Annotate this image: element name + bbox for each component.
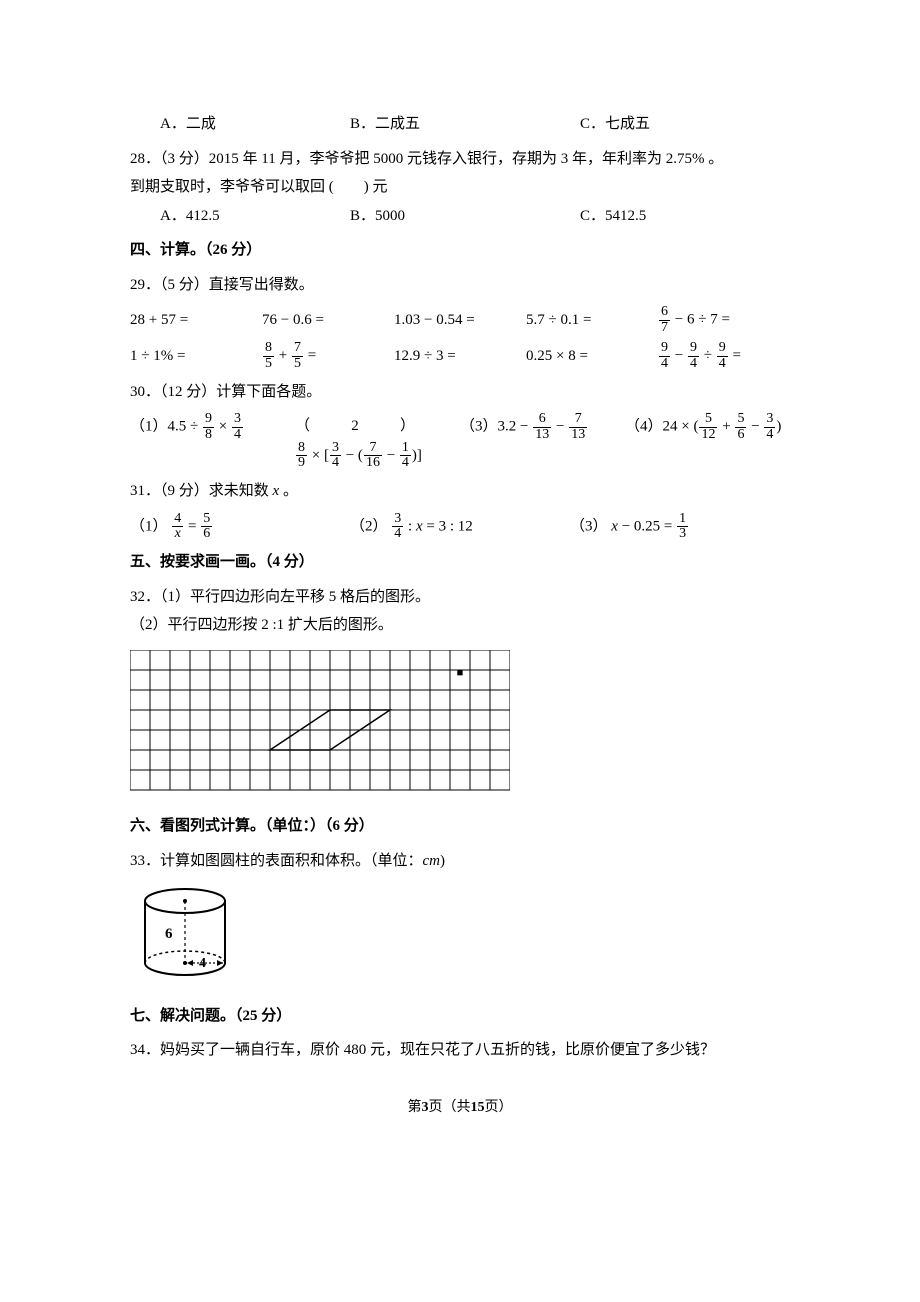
frac: 94 (717, 341, 728, 371)
q29-row2: 1 ÷ 1% = 85 + 75 = 12.9 ÷ 3 = 0.25 × 8 =… (130, 341, 790, 371)
q27-options: A．二成 B．二成五 C．七成五 (130, 110, 790, 139)
q33: 33．计算如图圆柱的表面积和体积。（单位：cm) 64 (130, 847, 790, 994)
q27-opt-a: A．二成 (160, 110, 350, 139)
q29-r2-c1: 1 ÷ 1% = (130, 342, 262, 371)
frac: 34 (764, 412, 775, 442)
q29-r1-c3: 1.03 − 0.54 = (394, 306, 526, 335)
q31-row: （1） 4x = 56 （2） 34 : x = 3 : 12 （3） x − … (130, 512, 790, 542)
q29-stem: 29．（5 分）直接写出得数。 (130, 271, 790, 300)
q32-line1: 32．（1）平行四边形向左平移 5 格后的图形。 (130, 583, 790, 612)
q28-options: A．412.5 B．5000 C．5412.5 (130, 202, 790, 231)
frac: 34 (330, 441, 341, 471)
q29: 29．（5 分）直接写出得数。 28 + 57 = 76 − 0.6 = 1.0… (130, 271, 790, 372)
q30-p2: （ 2 ） 89 × [34 − (716 − 14)] (295, 412, 460, 471)
q29-r1-c5: 67 − 6 ÷ 7 = (658, 305, 790, 335)
q30-p2-top: （ 2 ） (295, 412, 415, 441)
q29-r1-c2: 76 − 0.6 = (262, 306, 394, 335)
q34-text: 34．妈妈买了一辆自行车，原价 480 元，现在只花了八五折的钱，比原价便宜了多… (130, 1036, 790, 1065)
frac: 34 (392, 512, 403, 542)
q30: 30．（12 分）计算下面各题。 （1）4.5 ÷ 98 × 34 （ 2 ） … (130, 378, 790, 471)
section5-heading: 五、按要求画一画。（4 分） (130, 548, 790, 577)
frac: 67 (659, 305, 670, 335)
q29-r1-c1: 28 + 57 = (130, 306, 262, 335)
frac: 85 (263, 341, 274, 371)
q34: 34．妈妈买了一辆自行车，原价 480 元，现在只花了八五折的钱，比原价便宜了多… (130, 1036, 790, 1065)
section4-heading: 四、计算。（26 分） (130, 236, 790, 265)
q30-p4: （4）24 × (512 + 56 − 34) (625, 412, 790, 442)
frac: 4x (172, 512, 183, 542)
frac: 613 (533, 412, 551, 442)
frac: 13 (677, 512, 688, 542)
q30-row: （1）4.5 ÷ 98 × 34 （ 2 ） 89 × [34 − (716 −… (130, 412, 790, 471)
svg-text:4: 4 (199, 956, 206, 971)
frac: 716 (364, 441, 382, 471)
q31-p3: （3） x − 0.25 = 13 (570, 512, 790, 542)
frac: 14 (400, 441, 411, 471)
q32: 32．（1）平行四边形向左平移 5 格后的图形。 （2）平行四边形按 2 :1 … (130, 583, 790, 803)
q31: 31．（9 分）求未知数 x 。 （1） 4x = 56 （2） 34 : x … (130, 477, 790, 542)
grid-svg (130, 650, 510, 792)
q27-opt-c: C．七成五 (580, 110, 790, 139)
q28-opt-c: C．5412.5 (580, 202, 790, 231)
frac: 98 (203, 412, 214, 442)
q30-stem: 30．（12 分）计算下面各题。 (130, 378, 790, 407)
q28-opt-b: B．5000 (350, 202, 580, 231)
q29-r2-c5: 94 − 94 ÷ 94 = (658, 341, 790, 371)
q29-r1-c4: 5.7 ÷ 0.1 = (526, 306, 658, 335)
frac: 75 (292, 341, 303, 371)
center-dot: ■ (457, 663, 464, 684)
q30-p2-body: 89 × [34 − (716 − 14)] (295, 441, 460, 471)
frac: 94 (659, 341, 670, 371)
q29-r2-c3: 12.9 ÷ 3 = (394, 342, 526, 371)
q32-line2: （2）平行四边形按 2 :1 扩大后的图形。 (130, 611, 790, 640)
frac: 713 (569, 412, 587, 442)
q28-opt-a: A．412.5 (160, 202, 350, 231)
q30-p3: （3）3.2 − 613 − 713 (460, 412, 625, 442)
frac: 56 (201, 512, 212, 542)
frac: 94 (688, 341, 699, 371)
q31-p2: （2） 34 : x = 3 : 12 (350, 512, 570, 542)
q31-p1: （1） 4x = 56 (130, 512, 350, 542)
frac: 512 (699, 412, 717, 442)
q29-row1: 28 + 57 = 76 − 0.6 = 1.03 − 0.54 = 5.7 ÷… (130, 305, 790, 335)
q33-stem: 33．计算如图圆柱的表面积和体积。（单位：cm) (130, 847, 790, 876)
frac: 89 (296, 441, 307, 471)
q29-r2-c4: 0.25 × 8 = (526, 342, 658, 371)
q28-text-2: 到期支取时，李爷爷可以取回 ( ) 元 (130, 173, 790, 202)
q30-p1: （1）4.5 ÷ 98 × 34 (130, 412, 295, 442)
frac: 56 (735, 412, 746, 442)
page-footer: 第3页（共15页） (130, 1095, 790, 1122)
q31-stem: 31．（9 分）求未知数 x 。 (130, 477, 790, 506)
q28: 28．（3 分）2015 年 11 月，李爷爷把 5000 元钱存入银行，存期为… (130, 145, 790, 231)
section6-heading: 六、看图列式计算。（单位：）（6 分） (130, 812, 790, 841)
q27-opt-b: B．二成五 (350, 110, 580, 139)
frac: 34 (232, 412, 243, 442)
section7-heading: 七、解决问题。（25 分） (130, 1002, 790, 1031)
q28-text-1: 28．（3 分）2015 年 11 月，李爷爷把 5000 元钱存入银行，存期为… (130, 145, 790, 174)
svg-text:6: 6 (165, 926, 173, 942)
q32-grid (130, 650, 510, 803)
cylinder-svg: 64 (130, 883, 250, 983)
q33-cylinder: 64 (130, 883, 790, 994)
q29-r2-c2: 85 + 75 = (262, 341, 394, 371)
